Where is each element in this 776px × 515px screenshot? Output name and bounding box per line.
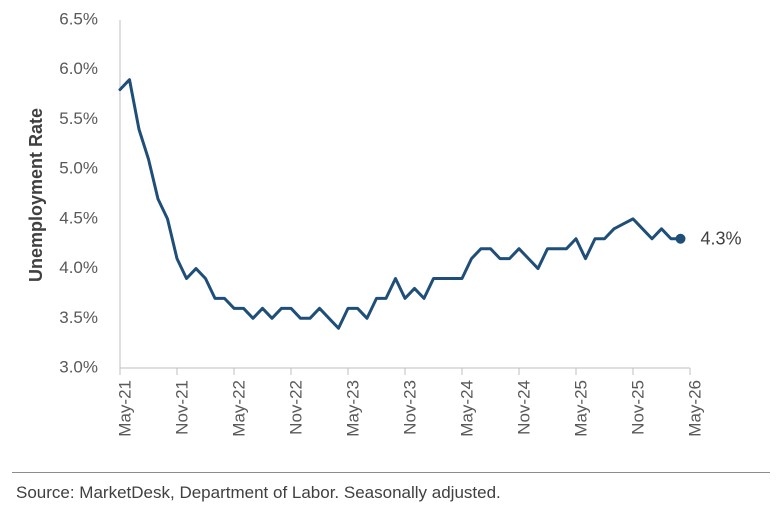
y-tick-label: 6.5% [59,9,98,28]
source-note: Source: MarketDesk, Department of Labor.… [16,483,501,502]
x-tick-label: May-24 [457,380,476,437]
y-tick-label: 5.0% [59,159,98,178]
x-tick-label: Nov-21 [172,380,191,435]
y-tick-label: 5.5% [59,109,98,128]
x-tick-label: May-23 [343,380,362,437]
x-tick-label: Nov-23 [400,380,419,435]
x-tick-label: May-26 [685,380,704,437]
x-tick-label: Nov-24 [514,380,533,435]
last-value-label: 4.3% [701,228,742,248]
y-tick-label: 4.5% [59,208,98,227]
x-tick-label: May-22 [229,380,248,437]
y-tick-label: 3.5% [59,308,98,327]
x-tick-label: Nov-22 [286,380,305,435]
x-tick-label: May-25 [571,380,590,437]
x-tick-label: May-21 [115,380,134,437]
last-value-marker [675,233,686,244]
y-tick-label: 4.0% [59,258,98,277]
footer-divider [12,472,770,473]
y-tick-label: 6.0% [59,59,98,78]
y-axis-title: Unemployment Rate [26,108,46,282]
unemployment-rate-line [118,78,682,330]
y-tick-label: 3.0% [59,357,98,376]
x-tick-label: Nov-25 [628,380,647,435]
